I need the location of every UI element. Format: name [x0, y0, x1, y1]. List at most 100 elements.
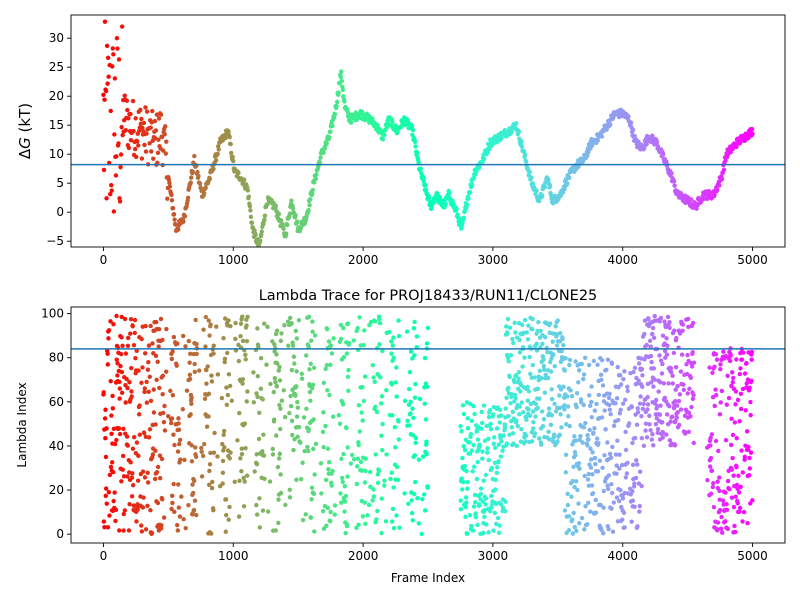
lambda-point: [712, 403, 717, 409]
lambda-chart-title: Lambda Trace for PROJ18433/RUN11/CLONE25: [259, 288, 598, 304]
x-tick-label: 2000: [348, 253, 379, 267]
lambda-point: [408, 349, 414, 354]
delta-g-point: [115, 46, 120, 51]
lambda-point: [355, 325, 360, 331]
lambda-point: [106, 336, 111, 341]
lambda-point: [586, 471, 591, 477]
lambda-point: [295, 405, 301, 410]
lambda-point: [733, 494, 738, 499]
lambda-point: [224, 512, 229, 518]
lambda-point: [119, 479, 124, 484]
lambda-point: [723, 354, 728, 359]
lambda-point: [220, 481, 225, 486]
lambda-point: [665, 314, 671, 320]
lambda-point: [423, 417, 429, 422]
delta-g-point: [133, 116, 138, 121]
lambda-point: [344, 425, 349, 431]
lambda-point: [729, 383, 734, 389]
lambda-point: [131, 503, 136, 508]
lambda-point: [115, 373, 120, 378]
lambda-point: [742, 454, 748, 459]
lambda-point: [472, 492, 478, 498]
lambda-point: [664, 432, 669, 437]
lambda-point: [326, 467, 331, 472]
lambda-point: [459, 487, 465, 492]
lambda-point: [275, 464, 281, 470]
lambda-point: [710, 394, 716, 400]
lambda-point: [483, 502, 488, 507]
delta-g-point: [104, 196, 109, 201]
lambda-point: [634, 458, 639, 463]
lambda-point: [179, 494, 184, 499]
lambda-point: [220, 470, 226, 476]
lambda-point: [310, 329, 315, 334]
lambda-point: [623, 447, 629, 453]
lambda-point: [330, 414, 336, 419]
lambda-point: [348, 461, 354, 466]
lambda-point: [412, 353, 417, 358]
lambda-point: [622, 490, 628, 496]
delta-g-point: [477, 164, 482, 169]
delta-g-point: [467, 189, 473, 195]
lambda-point: [407, 386, 412, 392]
lambda-point: [594, 436, 600, 441]
lambda-point: [228, 324, 233, 329]
delta-g-point: [721, 167, 727, 172]
lambda-point: [614, 471, 619, 476]
lambda-point: [580, 440, 585, 445]
lambda-point: [142, 475, 148, 480]
lambda-point: [630, 462, 636, 468]
lambda-point: [111, 470, 116, 475]
lambda-point: [596, 440, 601, 446]
lambda-point: [735, 501, 740, 506]
delta-g-point: [454, 206, 459, 211]
lambda-point: [130, 482, 136, 488]
lambda-point: [471, 504, 477, 509]
lambda-point: [276, 456, 282, 461]
lambda-point: [600, 383, 606, 388]
lambda-point: [240, 338, 246, 344]
lambda-point: [301, 415, 307, 420]
delta-g-point: [164, 139, 169, 144]
delta-g-point: [101, 92, 106, 98]
lambda-point: [533, 401, 539, 407]
lambda-point: [379, 394, 385, 399]
lambda-point: [292, 361, 297, 366]
delta-g-point: [102, 19, 108, 24]
delta-g-point: [628, 120, 634, 125]
lambda-point: [161, 515, 167, 520]
delta-g-point: [113, 173, 119, 178]
lambda-point: [731, 473, 736, 478]
delta-g-point: [262, 217, 267, 222]
lambda-point: [493, 487, 498, 492]
lambda-point: [375, 508, 380, 514]
lambda-point: [570, 478, 575, 484]
lambda-point: [607, 407, 613, 412]
delta-g-point: [144, 131, 149, 136]
lambda-point: [725, 526, 731, 531]
lambda-point: [199, 474, 205, 479]
lambda-point: [707, 365, 712, 370]
lambda-point: [271, 417, 277, 422]
lambda-point: [114, 357, 119, 362]
lambda-point: [424, 341, 430, 346]
lambda-point: [461, 479, 466, 485]
lambda-point: [608, 412, 613, 417]
lambda-point: [551, 352, 556, 357]
lambda-point: [546, 429, 551, 435]
lambda-point: [535, 386, 541, 392]
lambda-point: [125, 474, 130, 479]
lambda-point: [607, 451, 613, 457]
lambda-point: [711, 481, 716, 486]
lambda-point: [662, 395, 668, 400]
lambda-point: [673, 365, 679, 370]
lambda-point: [715, 527, 720, 532]
lambda-point: [158, 526, 164, 531]
lambda-point: [735, 397, 741, 403]
lambda-point: [277, 402, 282, 408]
lambda-point: [566, 414, 571, 419]
lambda-point: [376, 468, 382, 474]
lambda-point: [273, 379, 278, 385]
y-tick-label: 20: [49, 483, 64, 497]
lambda-point: [605, 357, 611, 362]
